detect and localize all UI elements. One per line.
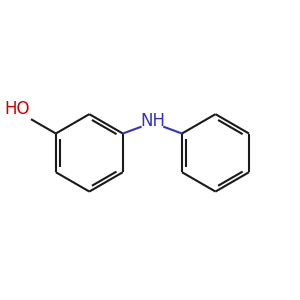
Text: HO: HO: [4, 100, 30, 118]
Text: NH: NH: [140, 112, 165, 130]
